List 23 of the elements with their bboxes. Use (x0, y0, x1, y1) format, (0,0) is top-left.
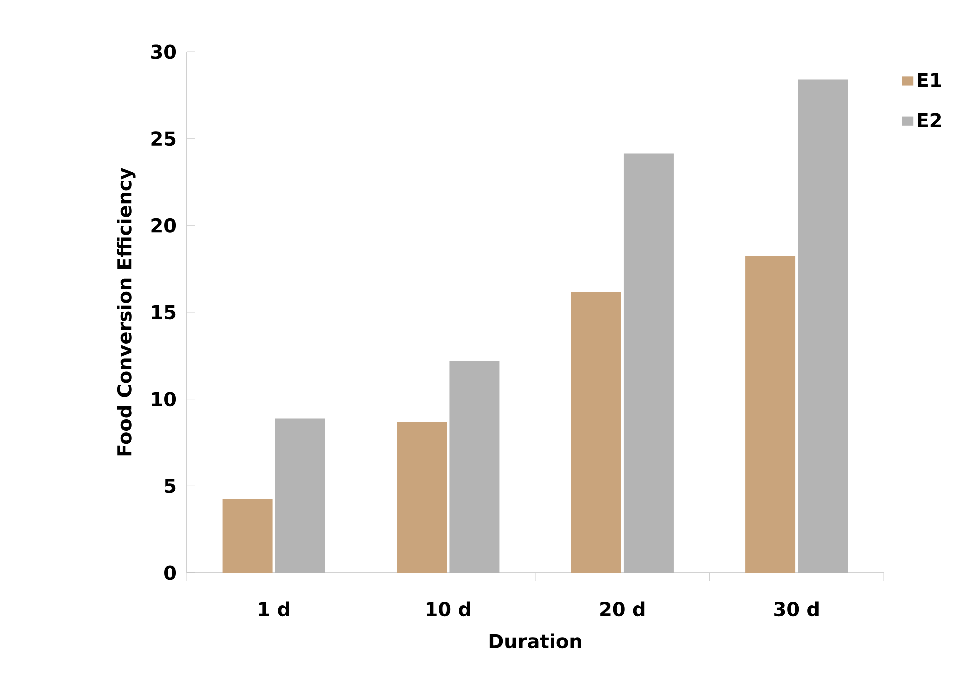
bar (624, 154, 674, 573)
legend-label: E2 (918, 113, 942, 128)
bar (798, 80, 848, 573)
bar (746, 256, 796, 573)
y-tick-label: 0 (164, 566, 176, 580)
x-axis-title: Duration (490, 634, 582, 649)
y-tick-label: 15 (152, 305, 176, 320)
y-tick-label: 25 (152, 132, 176, 146)
x-tick-label: 30 d (774, 602, 819, 617)
y-tick-label: 5 (165, 479, 176, 494)
y-tick-label: 10 (152, 392, 176, 407)
y-tick-label: 20 (152, 218, 176, 233)
bar (571, 292, 622, 573)
x-tick-label: 10 d (426, 602, 470, 617)
bar (222, 499, 273, 573)
bar (275, 418, 326, 573)
y-axis-title: Food Conversion Efficiency (117, 168, 136, 456)
bar (397, 422, 448, 573)
y-tick-label: 30 (152, 44, 176, 60)
legend-label: E1 (918, 73, 942, 88)
bar (450, 361, 500, 573)
x-tick-label: 20 d (600, 602, 645, 617)
x-tick-label: 1 d (259, 602, 290, 617)
